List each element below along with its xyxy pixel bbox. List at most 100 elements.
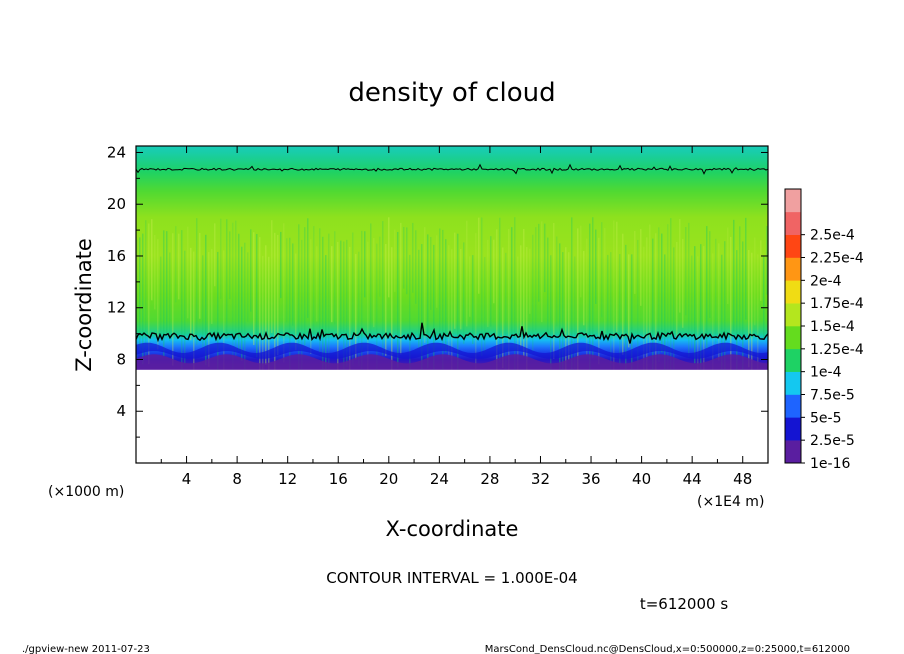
texture-streak [406,227,408,295]
texture-streak [730,236,732,386]
footer-left: ./gpview-new 2011-07-23 [22,644,150,654]
texture-streak [442,229,444,377]
texture-streak [433,244,435,399]
texture-streak [652,238,654,384]
texture-streak [544,223,546,293]
texture-streak [313,226,315,335]
texture-streak [541,221,543,323]
texture-streak [535,227,537,331]
texture-streak [160,256,162,338]
texture-streak [697,256,699,374]
colorbar-label: 1e-16 [810,456,850,472]
texture-streak [373,238,375,328]
blue-band [136,342,768,359]
texture-streak [436,235,438,308]
texture-streak [361,230,363,398]
x-tick-label: 44 [683,470,702,488]
texture-streak [460,249,462,330]
texture-streak [514,217,516,392]
texture-streak [325,255,327,422]
colorbar-swatch [785,257,801,281]
texture-streak [265,245,267,365]
texture-streak [151,219,153,301]
texture-streak [553,223,555,359]
x-tick-label: 28 [480,470,499,488]
texture-streak [754,237,756,326]
texture-streak [190,247,192,341]
plot-area [135,145,769,464]
texture-streak [217,251,219,392]
texture-streak [391,247,393,410]
texture-streak [364,231,366,298]
texture-streak [166,231,168,334]
texture-streak [505,252,507,430]
texture-streak [193,251,195,423]
texture-streak [712,253,714,375]
texture-streak [565,247,567,377]
x-tick-label: 4 [182,470,192,488]
texture-streak [307,218,309,318]
texture-streak [502,247,504,369]
x-tick-label: 24 [430,470,449,488]
texture-streak [739,226,741,342]
texture-streak [298,224,300,384]
colorbar-label: 2.5e-4 [810,228,855,244]
x-axis: 4 8 12 16 20 24 28 32 36 40 44 48 [160,146,752,488]
texture-streak [148,223,150,365]
texture-streak [709,231,711,318]
texture-streak [577,228,579,383]
x-axis-label: X-coordinate [386,517,519,541]
colorbar-label: 1.25e-4 [810,342,864,358]
texture-streak [580,225,582,298]
texture-streak [490,236,492,327]
texture-streak [286,238,288,323]
texture-streak [262,255,264,371]
texture-streak [145,220,147,360]
texture-streak [496,229,498,404]
texture-streak [430,237,432,310]
texture-streak [628,254,630,348]
texture-streak [343,241,345,417]
texture-streak [763,255,765,339]
texture-streak [415,230,417,304]
texture-streak [691,255,693,349]
texture-streak [337,241,339,413]
colorbar-swatch [785,417,801,441]
texture-streak [187,226,189,319]
colorbar-swatch [785,440,801,464]
colorbar-label: 2.5e-5 [810,433,855,449]
texture-streak [637,239,639,404]
texture-streak [457,233,459,398]
texture-streak [472,255,474,344]
texture-streak [616,221,618,333]
texture-streak [184,250,186,364]
texture-streak [454,232,456,329]
texture-streak [646,237,648,401]
texture-streak [403,226,405,289]
x-tick-label: 16 [329,470,348,488]
contour-lines [135,163,769,463]
texture-streak [316,246,318,322]
texture-streak [556,236,558,327]
texture-streak [289,237,291,413]
texture-streak [232,222,234,378]
texture-streak [319,228,321,353]
texture-streak [295,253,297,351]
y-tick-label: 16 [107,247,126,265]
texture-streak [181,230,183,405]
texture-streak [388,217,390,298]
x-tick-label: 32 [531,470,550,488]
texture-streak [196,218,198,345]
texture-streak [694,246,696,364]
texture-streak [724,241,726,401]
texture-streak [277,234,279,356]
time-text: t=612000 s [640,595,728,613]
texture-streak [394,229,396,292]
texture-streak [532,234,534,352]
plot-frame [135,145,769,464]
texture-streak [619,253,621,366]
texture-streak [661,233,663,353]
texture-streak [592,217,594,358]
texture-streak [733,219,735,332]
texture-streak [640,229,642,306]
